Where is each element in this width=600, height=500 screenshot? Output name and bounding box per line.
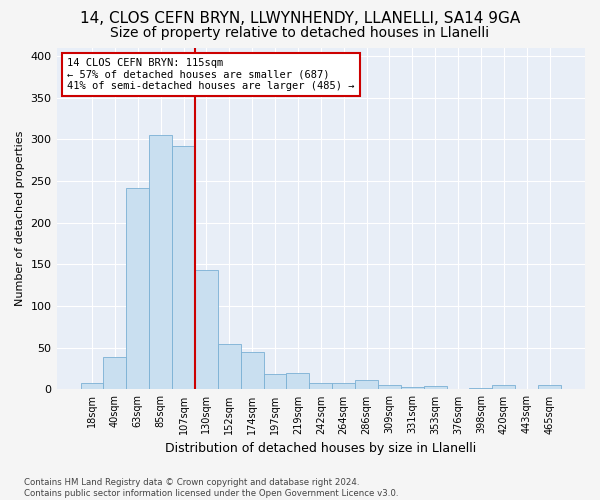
- Bar: [378, 386, 401, 390]
- Bar: [218, 344, 241, 390]
- Bar: [172, 146, 195, 390]
- Bar: [127, 188, 149, 390]
- Bar: [332, 383, 355, 390]
- Bar: [401, 387, 424, 390]
- Bar: [241, 352, 263, 390]
- Text: Size of property relative to detached houses in Llanelli: Size of property relative to detached ho…: [110, 26, 490, 40]
- X-axis label: Distribution of detached houses by size in Llanelli: Distribution of detached houses by size …: [165, 442, 476, 455]
- Text: 14, CLOS CEFN BRYN, LLWYNHENDY, LLANELLI, SA14 9GA: 14, CLOS CEFN BRYN, LLWYNHENDY, LLANELLI…: [80, 11, 520, 26]
- Bar: [424, 386, 446, 390]
- Bar: [149, 135, 172, 390]
- Bar: [103, 357, 127, 390]
- Bar: [310, 383, 332, 390]
- Bar: [469, 388, 493, 390]
- Text: 14 CLOS CEFN BRYN: 115sqm
← 57% of detached houses are smaller (687)
41% of semi: 14 CLOS CEFN BRYN: 115sqm ← 57% of detac…: [67, 58, 355, 91]
- Bar: [263, 374, 286, 390]
- Y-axis label: Number of detached properties: Number of detached properties: [15, 131, 25, 306]
- Bar: [538, 386, 561, 390]
- Bar: [195, 270, 218, 390]
- Bar: [493, 386, 515, 390]
- Text: Contains HM Land Registry data © Crown copyright and database right 2024.
Contai: Contains HM Land Registry data © Crown c…: [24, 478, 398, 498]
- Bar: [286, 373, 310, 390]
- Bar: [355, 380, 378, 390]
- Bar: [80, 383, 103, 390]
